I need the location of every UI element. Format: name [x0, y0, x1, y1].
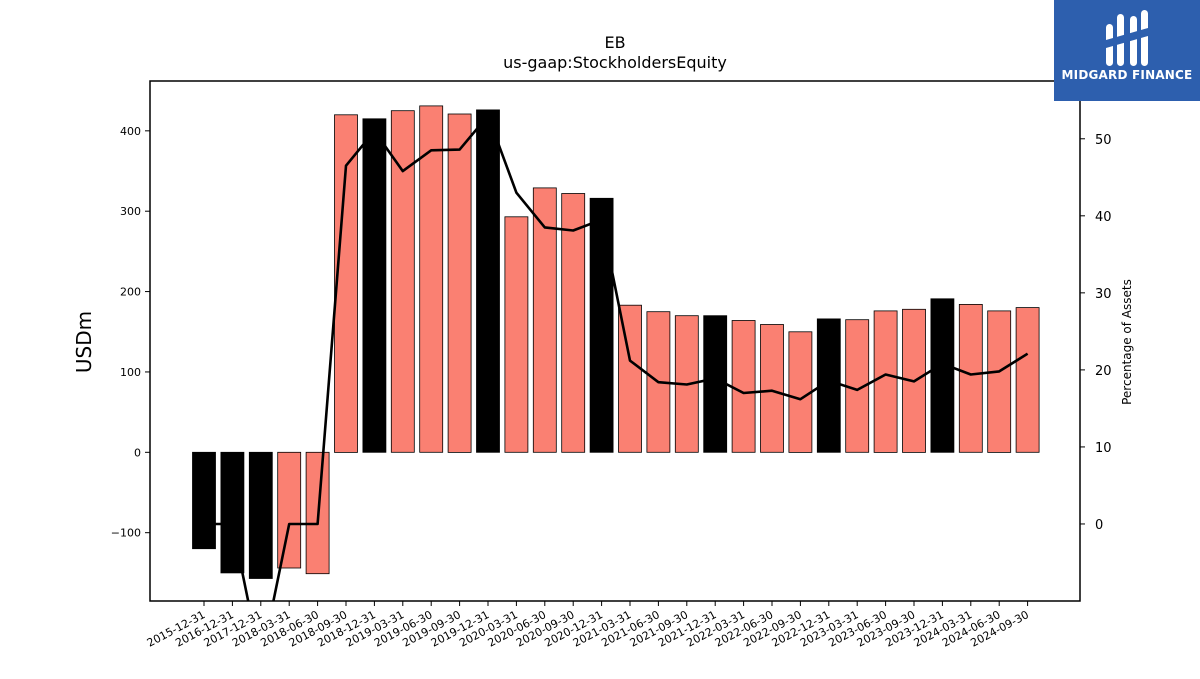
bar-2016-12-31 — [220, 451, 245, 574]
bar-group — [192, 105, 1040, 579]
bar-2020-03-31 — [504, 216, 529, 453]
y2-tick-label: 10 — [1095, 441, 1112, 456]
y-tick-label: −100 — [111, 527, 141, 540]
y2-tick-label: 40 — [1095, 210, 1112, 225]
bar-2023-12-31 — [930, 298, 955, 453]
bar-2019-06-30 — [419, 105, 444, 453]
y2-tick-label: 20 — [1095, 364, 1112, 379]
percentage-of-assets-line — [204, 114, 1029, 601]
chart-title: EB — [604, 33, 625, 52]
bar-2022-03-31 — [731, 320, 756, 453]
plot-frame — [149, 80, 1081, 602]
y-tick-label: 400 — [120, 125, 141, 138]
bar-2018-09-30 — [334, 114, 358, 453]
y2-tick-label: 0 — [1095, 518, 1103, 533]
y-axis-label: USDm — [72, 311, 96, 373]
y2-tick-label: 30 — [1095, 287, 1112, 302]
y2-tick-label: 50 — [1095, 133, 1112, 148]
bar-2017-12-31 — [248, 451, 273, 579]
chart-subtitle: us-gaap:StockholdersEquity — [503, 53, 727, 72]
y-tick-label: 300 — [120, 205, 141, 218]
bar-2019-12-31 — [476, 109, 500, 453]
bar-2019-09-30 — [447, 113, 472, 453]
bar-2021-03-31 — [618, 304, 642, 453]
y-tick-label: 100 — [120, 366, 141, 379]
bar-2020-06-30 — [532, 187, 557, 453]
bar-2023-06-30 — [873, 310, 898, 453]
y-tick-label: 200 — [120, 286, 141, 299]
bar-2020-09-30 — [561, 193, 586, 453]
bar-2024-06-30 — [987, 310, 1012, 453]
bar-2024-03-31 — [958, 303, 983, 453]
bar-2024-09-30 — [1015, 307, 1040, 453]
bar-2022-09-30 — [788, 331, 813, 453]
bar-2018-12-31 — [362, 118, 387, 453]
midgard-finance-logo: MIDGARD FINANCE — [1054, 0, 1200, 101]
y-tick-label: 0 — [134, 446, 141, 459]
bar-2022-06-30 — [760, 324, 784, 453]
logo-mark-icon — [1106, 10, 1148, 66]
bar-2019-03-31 — [390, 110, 415, 453]
logo-text: MIDGARD FINANCE — [1061, 68, 1193, 82]
bar-2015-12-31 — [192, 451, 216, 550]
percentage-line-group — [204, 114, 1029, 601]
bar-2020-12-31 — [589, 197, 614, 453]
y2-axis-label: Percentage of Assets — [1120, 279, 1134, 405]
bar-2018-03-31 — [277, 451, 302, 569]
